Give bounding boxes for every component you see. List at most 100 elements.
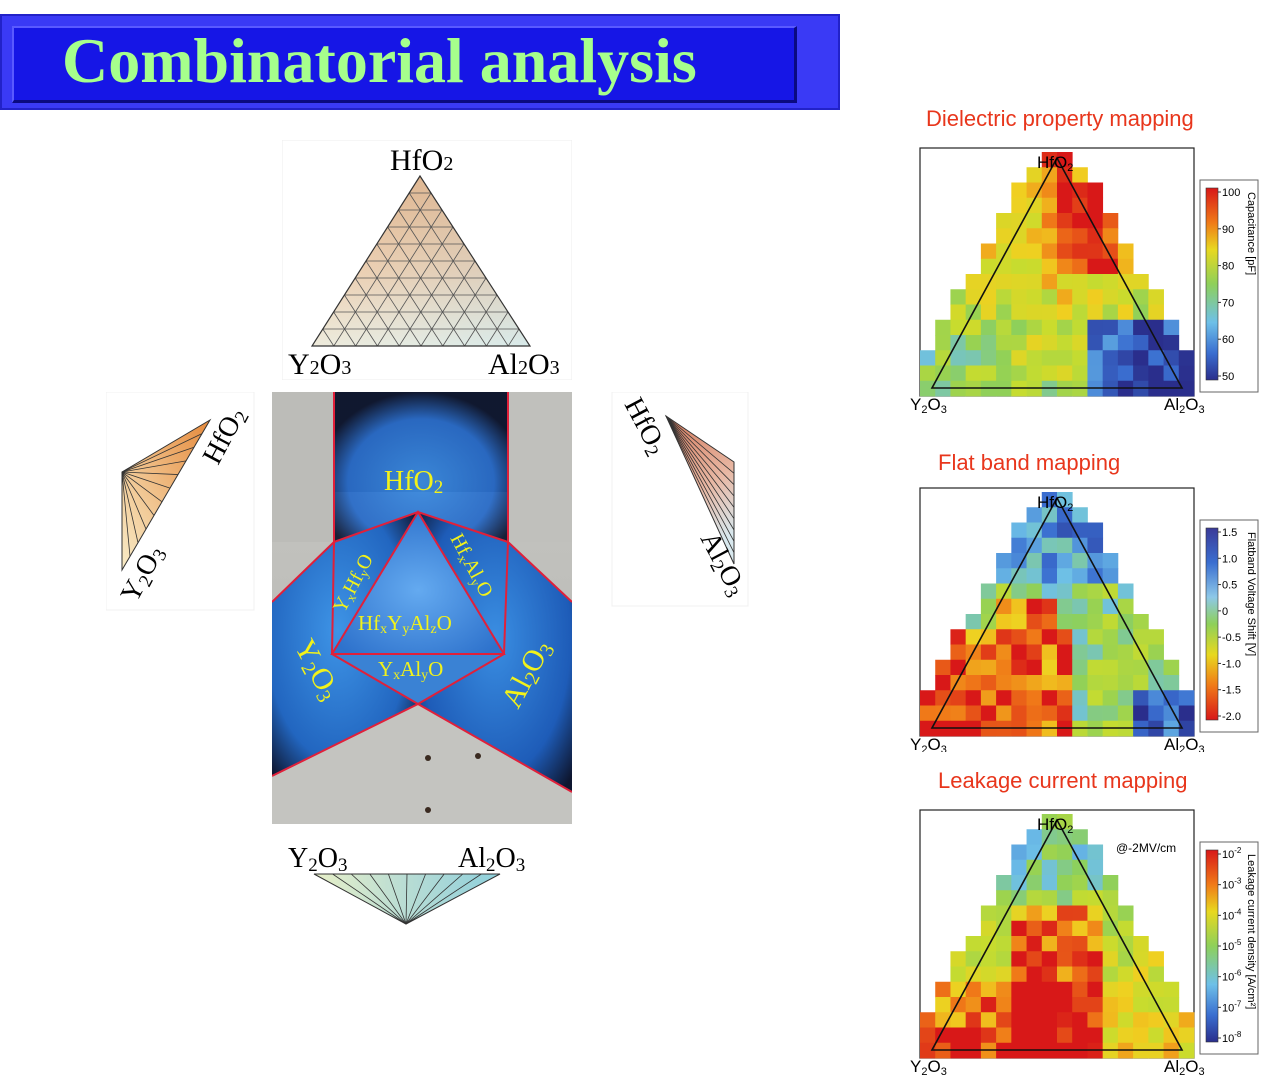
- heatmap-cell: [1026, 583, 1043, 600]
- heatmap-cell: [1026, 335, 1043, 351]
- colorbar-tick-label: 1.0: [1222, 553, 1237, 565]
- colorbar-tick-label: 70: [1222, 297, 1234, 309]
- heatmap-cell: [1087, 875, 1104, 891]
- heatmap-cell: [1102, 890, 1119, 906]
- heatmap-cell: [1057, 350, 1073, 366]
- heatmap-cell: [1117, 258, 1134, 275]
- heatmap-cell: [1133, 365, 1149, 382]
- heatmap-cell: [996, 553, 1012, 569]
- heatmap-cell: [1041, 522, 1058, 539]
- heatmap-cell: [1011, 614, 1027, 630]
- heatmap-cell: [1041, 859, 1058, 876]
- heatmap-cell: [1102, 213, 1119, 229]
- heatmap-cell: [1163, 981, 1180, 998]
- heatmap-cell: [1163, 319, 1180, 336]
- ternary-grid-line: [408, 192, 509, 347]
- heatmap-cell: [996, 213, 1012, 229]
- colorbar-tick-label: 90: [1222, 224, 1234, 236]
- heatmap-cell: [1041, 553, 1058, 569]
- heatmap-cell: [1011, 537, 1027, 554]
- heatmap-cell: [1072, 966, 1088, 983]
- fan-line: [665, 415, 735, 531]
- heatmap-cell: [1057, 920, 1073, 937]
- fan-line: [121, 460, 187, 473]
- heatmap-cell: [1011, 258, 1027, 275]
- heatmap-cell: [1026, 537, 1043, 554]
- top-apex-label: HfO2: [390, 144, 453, 177]
- heatmap-cell: [980, 258, 997, 275]
- fan-line: [121, 471, 131, 557]
- heatmap-cell: [1011, 182, 1027, 199]
- heatmap-cell: [1087, 705, 1104, 722]
- heatmap-cell: [1041, 629, 1058, 645]
- heatmap-cell: [1057, 705, 1073, 722]
- heatmap-cell: [1178, 380, 1195, 397]
- heatmap-cell: [935, 675, 951, 691]
- heatmap-cell: [1026, 304, 1043, 321]
- heatmap-cell: [1026, 920, 1043, 937]
- heatmap-cell: [1026, 614, 1043, 630]
- heatmap-cell: [980, 997, 997, 1013]
- heatmap-cell: [950, 966, 967, 983]
- ternary-grid-line: [322, 328, 335, 347]
- heatmap-cell: [1102, 614, 1119, 630]
- heatmap-cell: [980, 905, 997, 922]
- wafer-label-hfo2: HfO2: [384, 466, 443, 498]
- heatmap-cell: [1011, 936, 1027, 952]
- heatmap-cell: [1148, 319, 1164, 336]
- heatmap-cell: [1087, 614, 1104, 630]
- heatmap-cell: [996, 966, 1012, 983]
- heatmap-cell: [1102, 644, 1119, 661]
- heatmap-cell: [1057, 258, 1073, 275]
- heatmap-cell: [980, 598, 997, 615]
- heatmap-cell: [1087, 659, 1104, 676]
- heatmap-cell: [980, 659, 997, 676]
- map-left-label: Y2O3: [910, 1057, 947, 1078]
- heatmap-cell: [996, 335, 1012, 351]
- heatmap-cell: [1178, 720, 1195, 737]
- heatmap-cell: [1041, 844, 1058, 861]
- heatmap-cell: [1041, 182, 1058, 199]
- heatmap-cell: [980, 289, 997, 305]
- heatmap-cell: [1117, 936, 1134, 952]
- colorbar-tick-label: 0.5: [1222, 580, 1237, 592]
- heatmap-cell: [950, 659, 967, 676]
- heatmap-cell: [1133, 981, 1149, 998]
- map-right-label: Al2O3: [1164, 1057, 1205, 1078]
- heatmap-cell: [1148, 365, 1164, 382]
- ternary-grid-line: [365, 260, 422, 347]
- heatmap-cell: [980, 629, 997, 645]
- heatmap-cell: [996, 1027, 1012, 1044]
- heatmap-cell: [980, 274, 997, 290]
- fan-line: [665, 415, 735, 485]
- heatmap-cell: [980, 966, 997, 983]
- heatmap-cell: [1011, 675, 1027, 691]
- heatmap-cell: [1148, 966, 1164, 983]
- heatmap-cell: [996, 319, 1012, 336]
- heatmap-cell: [1133, 1012, 1149, 1028]
- heatmap-cell: [1072, 274, 1088, 290]
- heatmap-cell: [1087, 905, 1104, 922]
- heatmap-cell: [950, 365, 967, 382]
- fan-line: [665, 415, 735, 542]
- heatmap-cell: [1117, 659, 1134, 676]
- fan-line: [121, 433, 203, 473]
- heatmap-cell: [1148, 659, 1164, 676]
- heatmap-cell: [1057, 859, 1073, 876]
- heatmap-cell: [1011, 629, 1027, 645]
- heatmap-cell: [920, 720, 936, 737]
- heatmap-cell: [980, 981, 997, 998]
- heatmap-cell: [1102, 319, 1119, 336]
- heatmap-cell: [1057, 537, 1073, 554]
- bottom-fan-right-label: Al2O3: [458, 843, 525, 876]
- heatmap-cell: [1026, 675, 1043, 691]
- heatmap-cell: [950, 304, 967, 321]
- heatmap-cell: [965, 690, 982, 706]
- heatmap-cell: [1026, 997, 1043, 1013]
- heatmap-cell: [1026, 228, 1043, 244]
- heatmap-cell: [1011, 350, 1027, 366]
- heatmap-cell: [1102, 365, 1119, 382]
- heatmap-cell: [965, 675, 982, 691]
- heatmap-cell: [1117, 1012, 1134, 1028]
- heatmap-cell: [1087, 966, 1104, 983]
